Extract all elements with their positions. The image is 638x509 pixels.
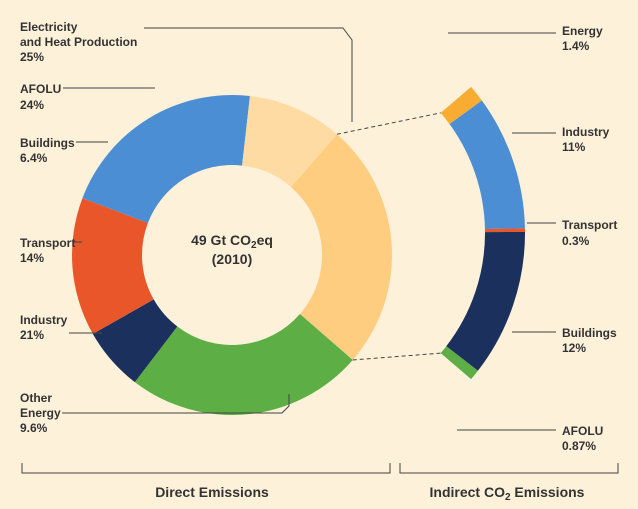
label-electricity-value: 25% [20, 50, 44, 64]
label-other-value: 9.6% [20, 421, 48, 435]
connector-top [336, 112, 441, 135]
bracket-indirect [399, 463, 619, 474]
bracket-direct [21, 463, 391, 474]
label-ind-industry-value: 11% [562, 140, 586, 154]
label-ind-buildings-value: 12% [562, 341, 586, 355]
label-ind-industry-name: Industry [562, 125, 610, 139]
donut-slice-industry [82, 95, 250, 223]
arc-slice-energy [440, 86, 482, 125]
leader-electricity [144, 27, 353, 122]
label-electricity-name: Electricity [20, 20, 78, 34]
label-ind-transport-name: Transport [562, 218, 617, 232]
direct-donut [72, 95, 392, 416]
arc-slice-transport [484, 228, 525, 233]
indirect-arc [440, 86, 526, 380]
arc-slice-buildings [446, 231, 526, 371]
arc-slice-afolu [440, 346, 478, 380]
donut-slice-transport [72, 198, 154, 334]
label-ind-buildings-name: Buildings [562, 326, 617, 340]
center-label-line2: (2010) [212, 251, 252, 267]
label-other-name: Other [20, 391, 52, 405]
label-industry-value: 21% [20, 328, 44, 342]
arc-slice-industry [449, 100, 525, 230]
donut-slice-other-energy [242, 96, 337, 188]
caption-direct: Direct Emissions [155, 484, 269, 500]
label-transport-value: 14% [20, 251, 44, 265]
label-ind-afolu-name: AFOLU [562, 424, 603, 438]
label-buildings-name: Buildings [20, 136, 75, 150]
label-ind-energy-value: 1.4% [562, 39, 590, 53]
label-industry-name: Industry [20, 313, 68, 327]
donut-slice-electricity-and-heat-production [291, 134, 392, 360]
donut-slice-buildings [92, 299, 178, 383]
label-ind-energy-name: Energy [562, 24, 603, 38]
label-ind-afolu-value: 0.87% [562, 439, 596, 453]
label-afolu-name: AFOLU [20, 82, 61, 96]
label-other-name2: Energy [20, 406, 61, 420]
label-electricity-name2: and Heat Production [20, 35, 137, 49]
center-label-line1: 49 Gt CO2eq [191, 232, 273, 251]
caption-indirect: Indirect CO2 Emissions [430, 484, 585, 503]
label-afolu-value: 24% [20, 98, 44, 112]
label-transport-name: Transport [20, 236, 75, 250]
label-ind-transport-value: 0.3% [562, 234, 590, 248]
label-buildings-value: 6.4% [20, 151, 48, 165]
connector-bottom [352, 352, 441, 361]
leader-other [62, 394, 290, 414]
donut-slice-afolu [134, 314, 353, 416]
